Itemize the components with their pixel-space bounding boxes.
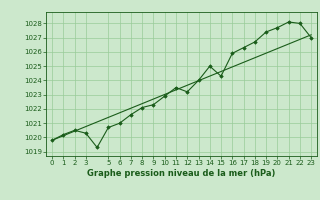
X-axis label: Graphe pression niveau de la mer (hPa): Graphe pression niveau de la mer (hPa) — [87, 169, 276, 178]
